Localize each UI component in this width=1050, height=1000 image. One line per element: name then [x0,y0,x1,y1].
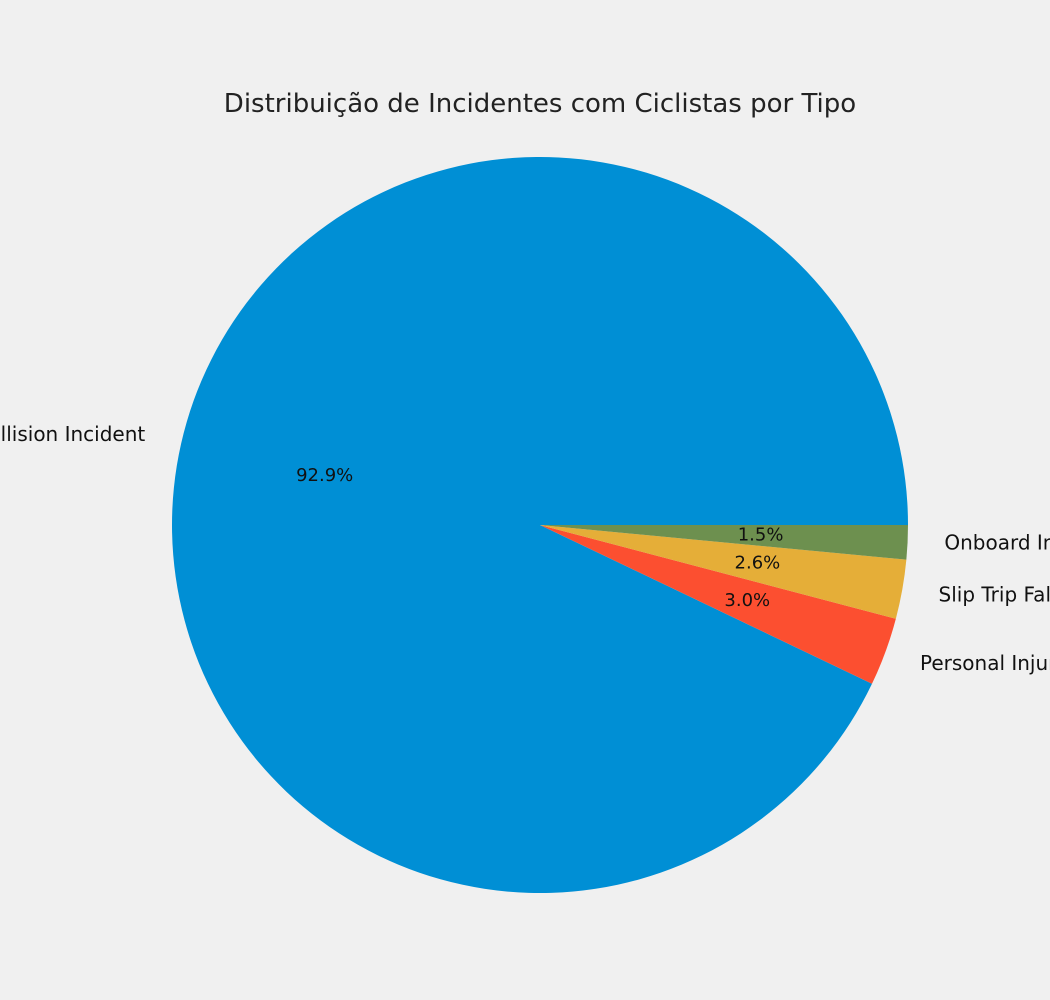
pie-slice-slip-trip-fall [540,525,907,619]
slice-label-collision-incident: Collision Incident [0,422,145,446]
slice-percent-collision-incident: 92.9% [296,465,353,486]
pie-labels: Collision Incident 92.9% Personal Injury 3.… [0,422,1050,675]
slice-percent-onboard-injuries: 1.5% [738,524,784,545]
slice-label-slip-trip-fall: Slip Trip Fall [939,582,1050,606]
slice-percent-slip-trip-fall: 2.6% [735,553,781,574]
pie-slices [171,157,908,894]
slice-label-personal-injury: Personal Injury [920,651,1050,675]
pie-slice-personal-injury [540,525,896,684]
slice-percent-personal-injury: 3.0% [724,590,770,611]
slice-label-onboard-injuries: Onboard Injuries [944,531,1050,555]
chart-title: Distribuição de Incidentes com Ciclistas… [224,89,856,119]
pie-slice-onboard-injuries [540,525,908,560]
